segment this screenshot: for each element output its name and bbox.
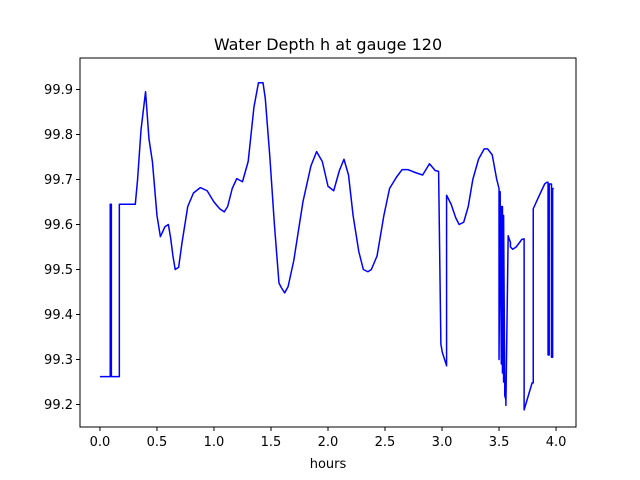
y-tick-label: 99.5: [44, 263, 73, 278]
y-tick-label: 99.7: [44, 173, 73, 188]
x-tick-label: 3.0: [432, 435, 453, 450]
y-tick-label: 99.6: [44, 218, 73, 233]
x-tick-label: 1.5: [261, 435, 282, 450]
x-tick-label: 3.5: [489, 435, 510, 450]
x-ticks: 0.0 0.5 1.0 1.5 2.0 2.5 3.0 3.5 4.0: [90, 427, 567, 450]
x-tick-label: 2.0: [318, 435, 339, 450]
x-tick-label: 2.5: [375, 435, 396, 450]
y-tick-label: 99.4: [44, 308, 73, 323]
plot-area: [80, 58, 576, 427]
x-tick-label: 1.0: [204, 435, 225, 450]
y-tick-label: 99.9: [44, 83, 73, 98]
x-axis-label: hours: [310, 457, 347, 472]
x-tick-label: 4.0: [546, 435, 567, 450]
x-tick-label: 0.0: [90, 435, 111, 450]
y-tick-label: 99.8: [44, 128, 73, 143]
chart-title: Water Depth h at gauge 120: [214, 35, 442, 54]
y-ticks: 99.2 99.3 99.4 99.5 99.6 99.7 99.8 99.9: [44, 83, 80, 413]
series-layer: [99, 82, 554, 411]
x-tick-label: 0.5: [147, 435, 168, 450]
y-tick-label: 99.2: [44, 398, 73, 413]
series-line-0: [99, 82, 554, 411]
plot-background: [80, 58, 576, 427]
y-tick-label: 99.3: [44, 353, 73, 368]
